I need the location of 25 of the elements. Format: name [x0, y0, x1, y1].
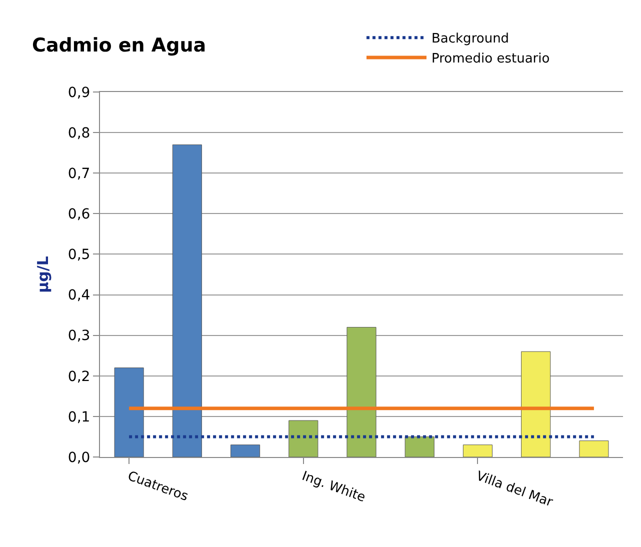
y-tick-label: 0,6 — [68, 206, 90, 223]
bar — [462, 444, 492, 457]
y-tick-label: 0,0 — [68, 450, 90, 466]
y-tick-label: 0,2 — [68, 368, 90, 385]
y-tick-label: 0,8 — [68, 125, 90, 142]
bar — [346, 326, 376, 457]
y-tick-label: 0,9 — [68, 84, 90, 101]
chart-title: Cadmio en Agua — [32, 34, 206, 57]
y-tick-label: 0,4 — [68, 288, 90, 304]
bar — [114, 368, 144, 457]
legend-label: Background — [432, 32, 510, 47]
bar — [579, 440, 609, 457]
bar — [404, 436, 434, 457]
x-tick-label: Villa del Mar — [474, 468, 556, 511]
x-tick-label: Ing. White — [300, 468, 368, 506]
y-tick-label: 0,3 — [68, 328, 90, 344]
y-tick-label: 0,5 — [68, 247, 90, 264]
bar — [172, 144, 202, 457]
y-tick-label: 0,7 — [68, 166, 90, 182]
bar — [521, 351, 551, 457]
bar — [288, 420, 318, 457]
y-axis-title: µg/L — [34, 256, 52, 293]
y-tick-label: 0,1 — [68, 409, 90, 426]
bar — [230, 444, 260, 457]
legend-label: Promedio estuario — [432, 52, 550, 67]
